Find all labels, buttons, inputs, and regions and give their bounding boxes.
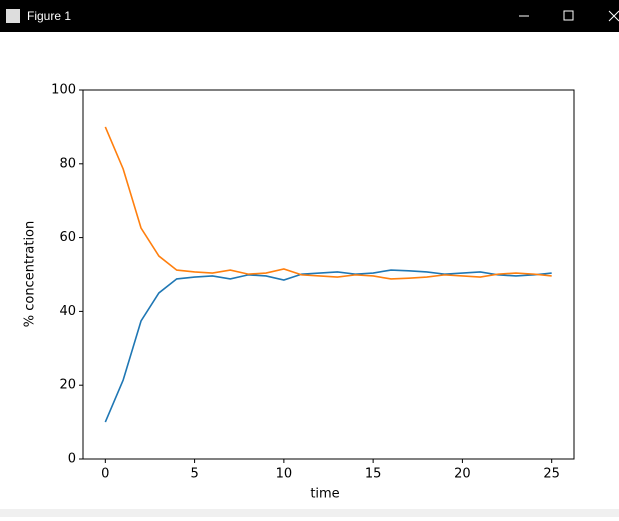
x-tick-label: 10 (276, 467, 293, 482)
x-tick-label: 0 (101, 467, 109, 482)
maximize-button[interactable] (563, 10, 574, 21)
title-bar-bg (0, 0, 619, 32)
series-line (104, 126, 552, 280)
y-tick-label: 80 (59, 156, 76, 171)
y-axis-label: % concentration (23, 221, 38, 328)
x-tick-label: 15 (365, 467, 382, 482)
y-tick-label: 60 (59, 230, 76, 245)
y-tick-label: 40 (59, 304, 76, 319)
toolbar (0, 509, 619, 517)
axes-frame (82, 89, 575, 460)
x-tick-label: 5 (190, 467, 198, 482)
y-tick-label: 0 (68, 452, 76, 467)
x-tick-label: 20 (454, 467, 471, 482)
title-bar: Figure 1 (0, 0, 619, 32)
y-tick-label: 20 (59, 378, 76, 393)
window-title: Figure 1 (27, 9, 71, 23)
close-button[interactable] (608, 10, 619, 22)
app-icon (6, 9, 20, 23)
x-tick-label: 25 (543, 467, 560, 482)
series-line (104, 269, 552, 423)
plot: 0 20 40 60 80 100 0 5 10 15 20 25 (51, 83, 575, 482)
x-axis-label: time (310, 487, 339, 502)
y-tick-label: 100 (51, 83, 76, 98)
